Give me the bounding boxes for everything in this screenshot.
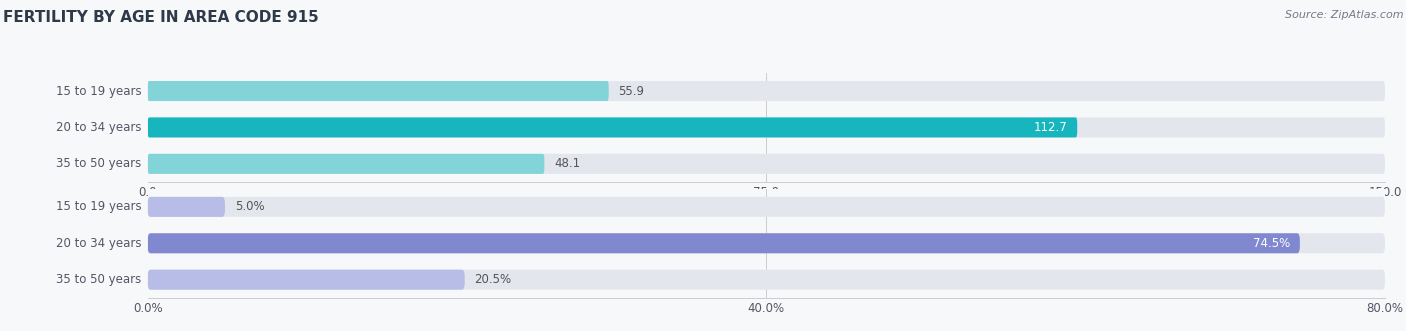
- FancyBboxPatch shape: [148, 233, 1301, 253]
- Text: 15 to 19 years: 15 to 19 years: [56, 200, 142, 213]
- Text: 5.0%: 5.0%: [235, 200, 264, 213]
- Text: 20.5%: 20.5%: [475, 273, 512, 286]
- FancyBboxPatch shape: [148, 118, 1385, 137]
- Text: 35 to 50 years: 35 to 50 years: [56, 273, 142, 286]
- FancyBboxPatch shape: [148, 154, 544, 174]
- FancyBboxPatch shape: [148, 197, 225, 217]
- FancyBboxPatch shape: [148, 154, 1385, 174]
- Text: 20 to 34 years: 20 to 34 years: [56, 237, 142, 250]
- Text: 48.1: 48.1: [554, 157, 581, 170]
- Text: 112.7: 112.7: [1033, 121, 1067, 134]
- Text: FERTILITY BY AGE IN AREA CODE 915: FERTILITY BY AGE IN AREA CODE 915: [3, 10, 319, 25]
- FancyBboxPatch shape: [148, 81, 1385, 101]
- Text: 35 to 50 years: 35 to 50 years: [56, 157, 142, 170]
- FancyBboxPatch shape: [148, 197, 1385, 217]
- FancyBboxPatch shape: [148, 233, 1385, 253]
- FancyBboxPatch shape: [148, 118, 1077, 137]
- Text: 74.5%: 74.5%: [1253, 237, 1289, 250]
- Text: 55.9: 55.9: [619, 84, 644, 98]
- FancyBboxPatch shape: [148, 270, 1385, 290]
- FancyBboxPatch shape: [148, 81, 609, 101]
- FancyBboxPatch shape: [148, 270, 465, 290]
- Text: 15 to 19 years: 15 to 19 years: [56, 84, 142, 98]
- Text: Source: ZipAtlas.com: Source: ZipAtlas.com: [1285, 10, 1403, 20]
- Text: 20 to 34 years: 20 to 34 years: [56, 121, 142, 134]
